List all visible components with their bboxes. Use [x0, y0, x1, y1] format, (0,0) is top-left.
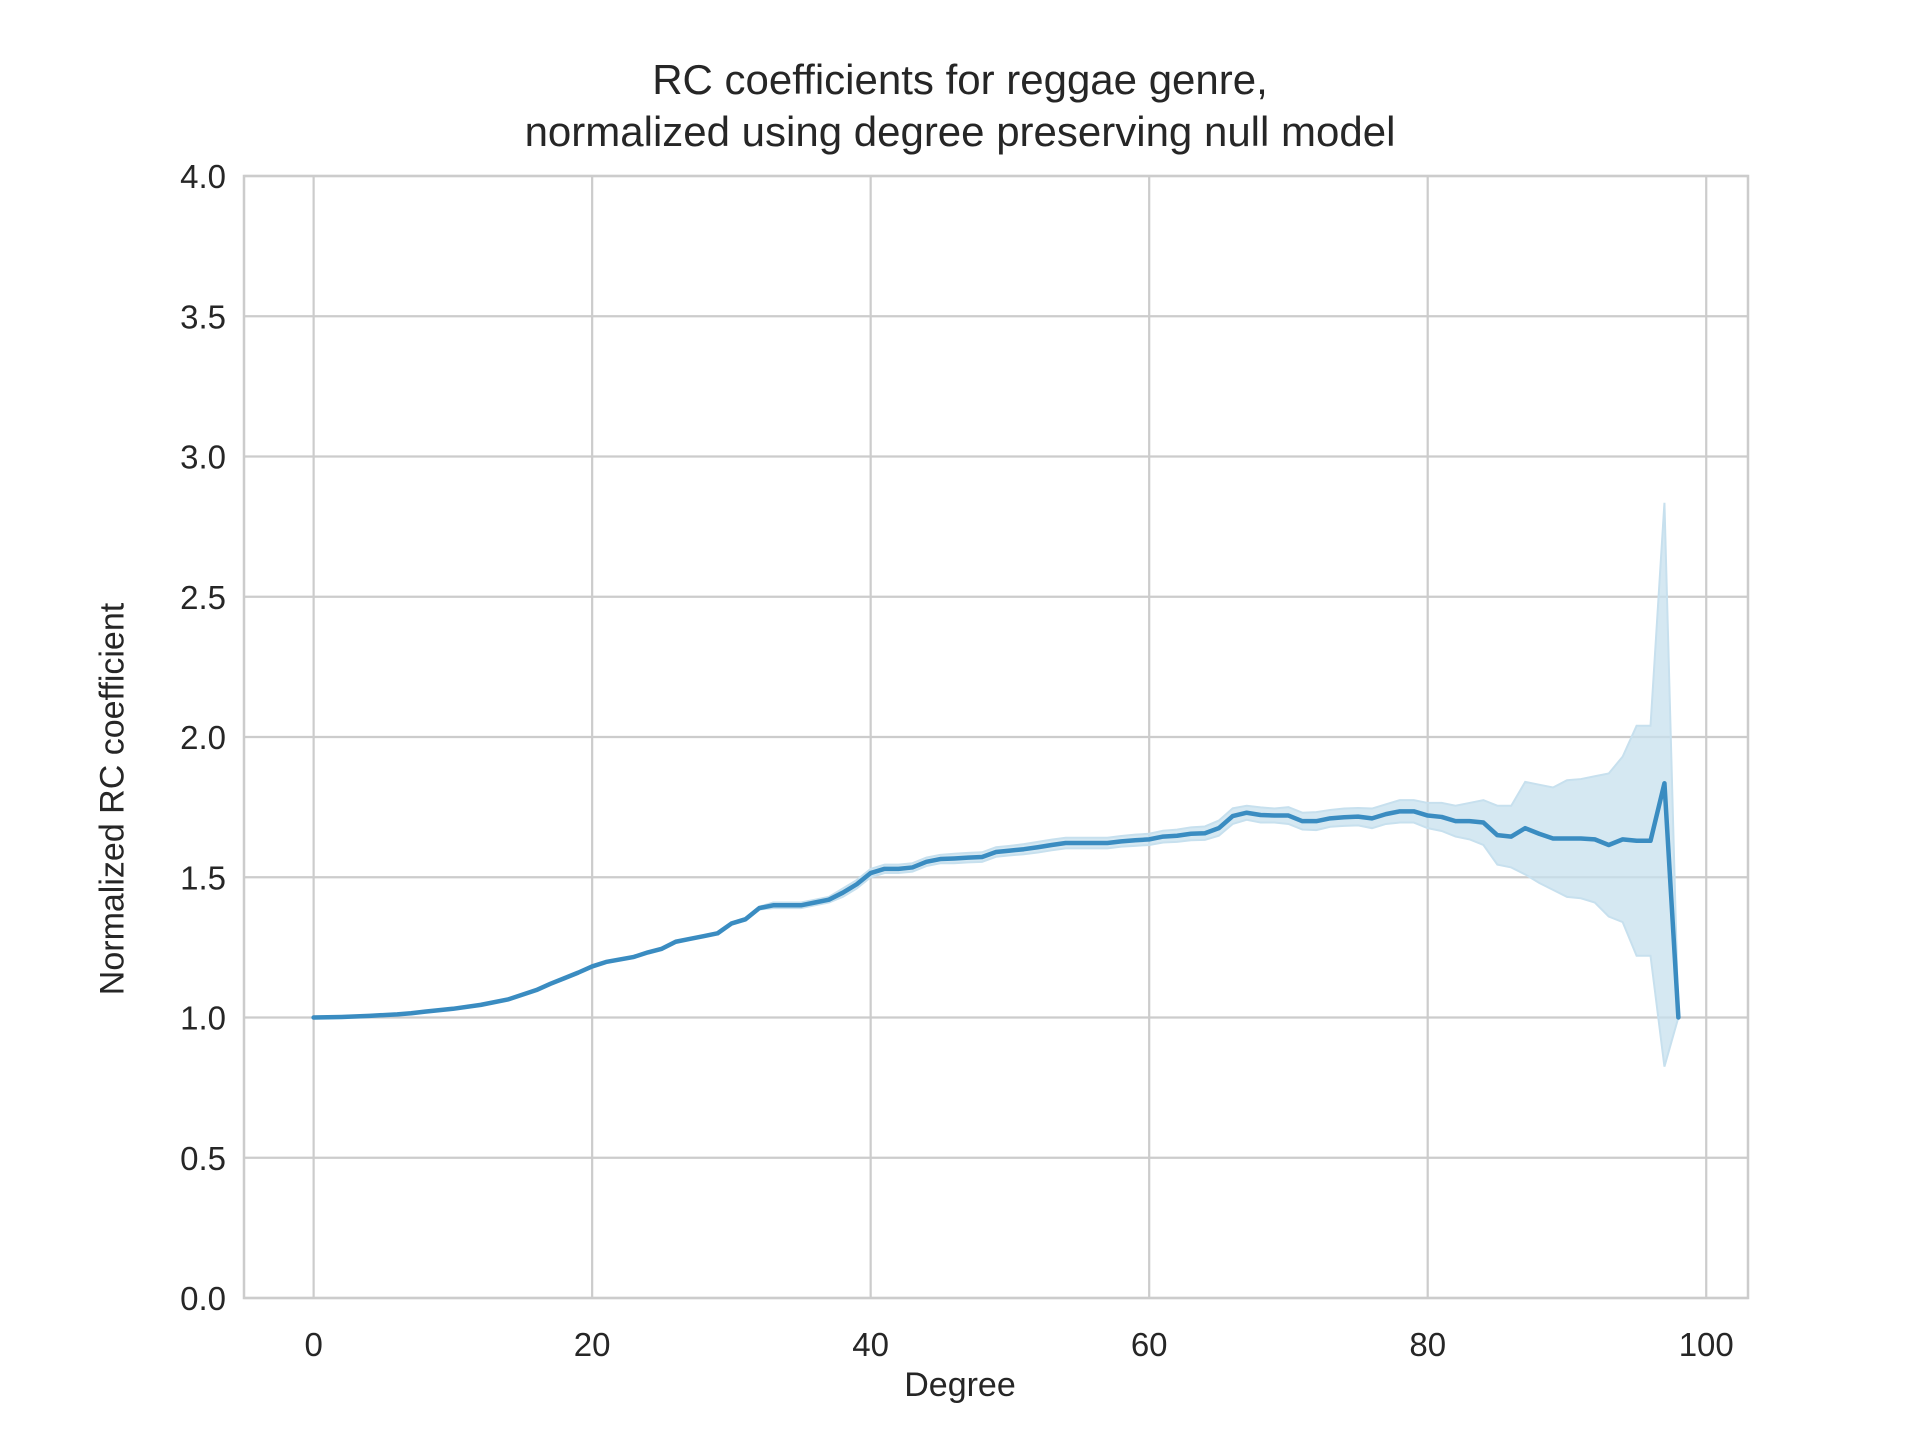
tick-labels: 0 20 40 60 80 100 0.0 0.5 1.0 1.5 2.0 2.5 3.0 3.5 4.0: [180, 158, 1734, 1363]
y-tick-label: 2.5: [180, 579, 226, 616]
x-axis-label: Degree: [904, 1366, 1016, 1404]
confidence-band: [313, 502, 1680, 1067]
plot-frame: [242, 174, 1750, 1300]
y-tick-label: 4.0: [180, 158, 226, 195]
axes-frame: [242, 174, 1750, 1300]
x-tick-label: 0: [304, 1326, 322, 1363]
confidence-band-layer: [313, 502, 1680, 1067]
chart-title-line-1: RC coefficients for reggae genre,: [652, 56, 1268, 103]
series-line-layer: [311, 781, 1681, 1020]
x-tick-label: 20: [574, 1326, 611, 1363]
x-tick-label: 80: [1409, 1326, 1446, 1363]
x-tick-label: 60: [1131, 1326, 1168, 1363]
grid: [244, 174, 1748, 1300]
chart-title-line-2: normalized using degree preserving null …: [524, 108, 1396, 155]
y-tick-label: 0.0: [180, 1280, 226, 1317]
x-tick-label: 40: [852, 1326, 889, 1363]
y-axis-label: Normalized RC coefficient: [93, 602, 132, 996]
series-line: [311, 781, 1681, 1020]
y-tick-label: 3.5: [180, 298, 226, 335]
y-tick-label: 3.0: [180, 439, 226, 476]
y-tick-label: 1.0: [180, 1000, 226, 1037]
y-tick-label: 0.5: [180, 1140, 226, 1177]
y-tick-label: 2.0: [180, 719, 226, 756]
y-tick-label: 1.5: [180, 859, 226, 896]
x-tick-label: 100: [1679, 1326, 1734, 1363]
